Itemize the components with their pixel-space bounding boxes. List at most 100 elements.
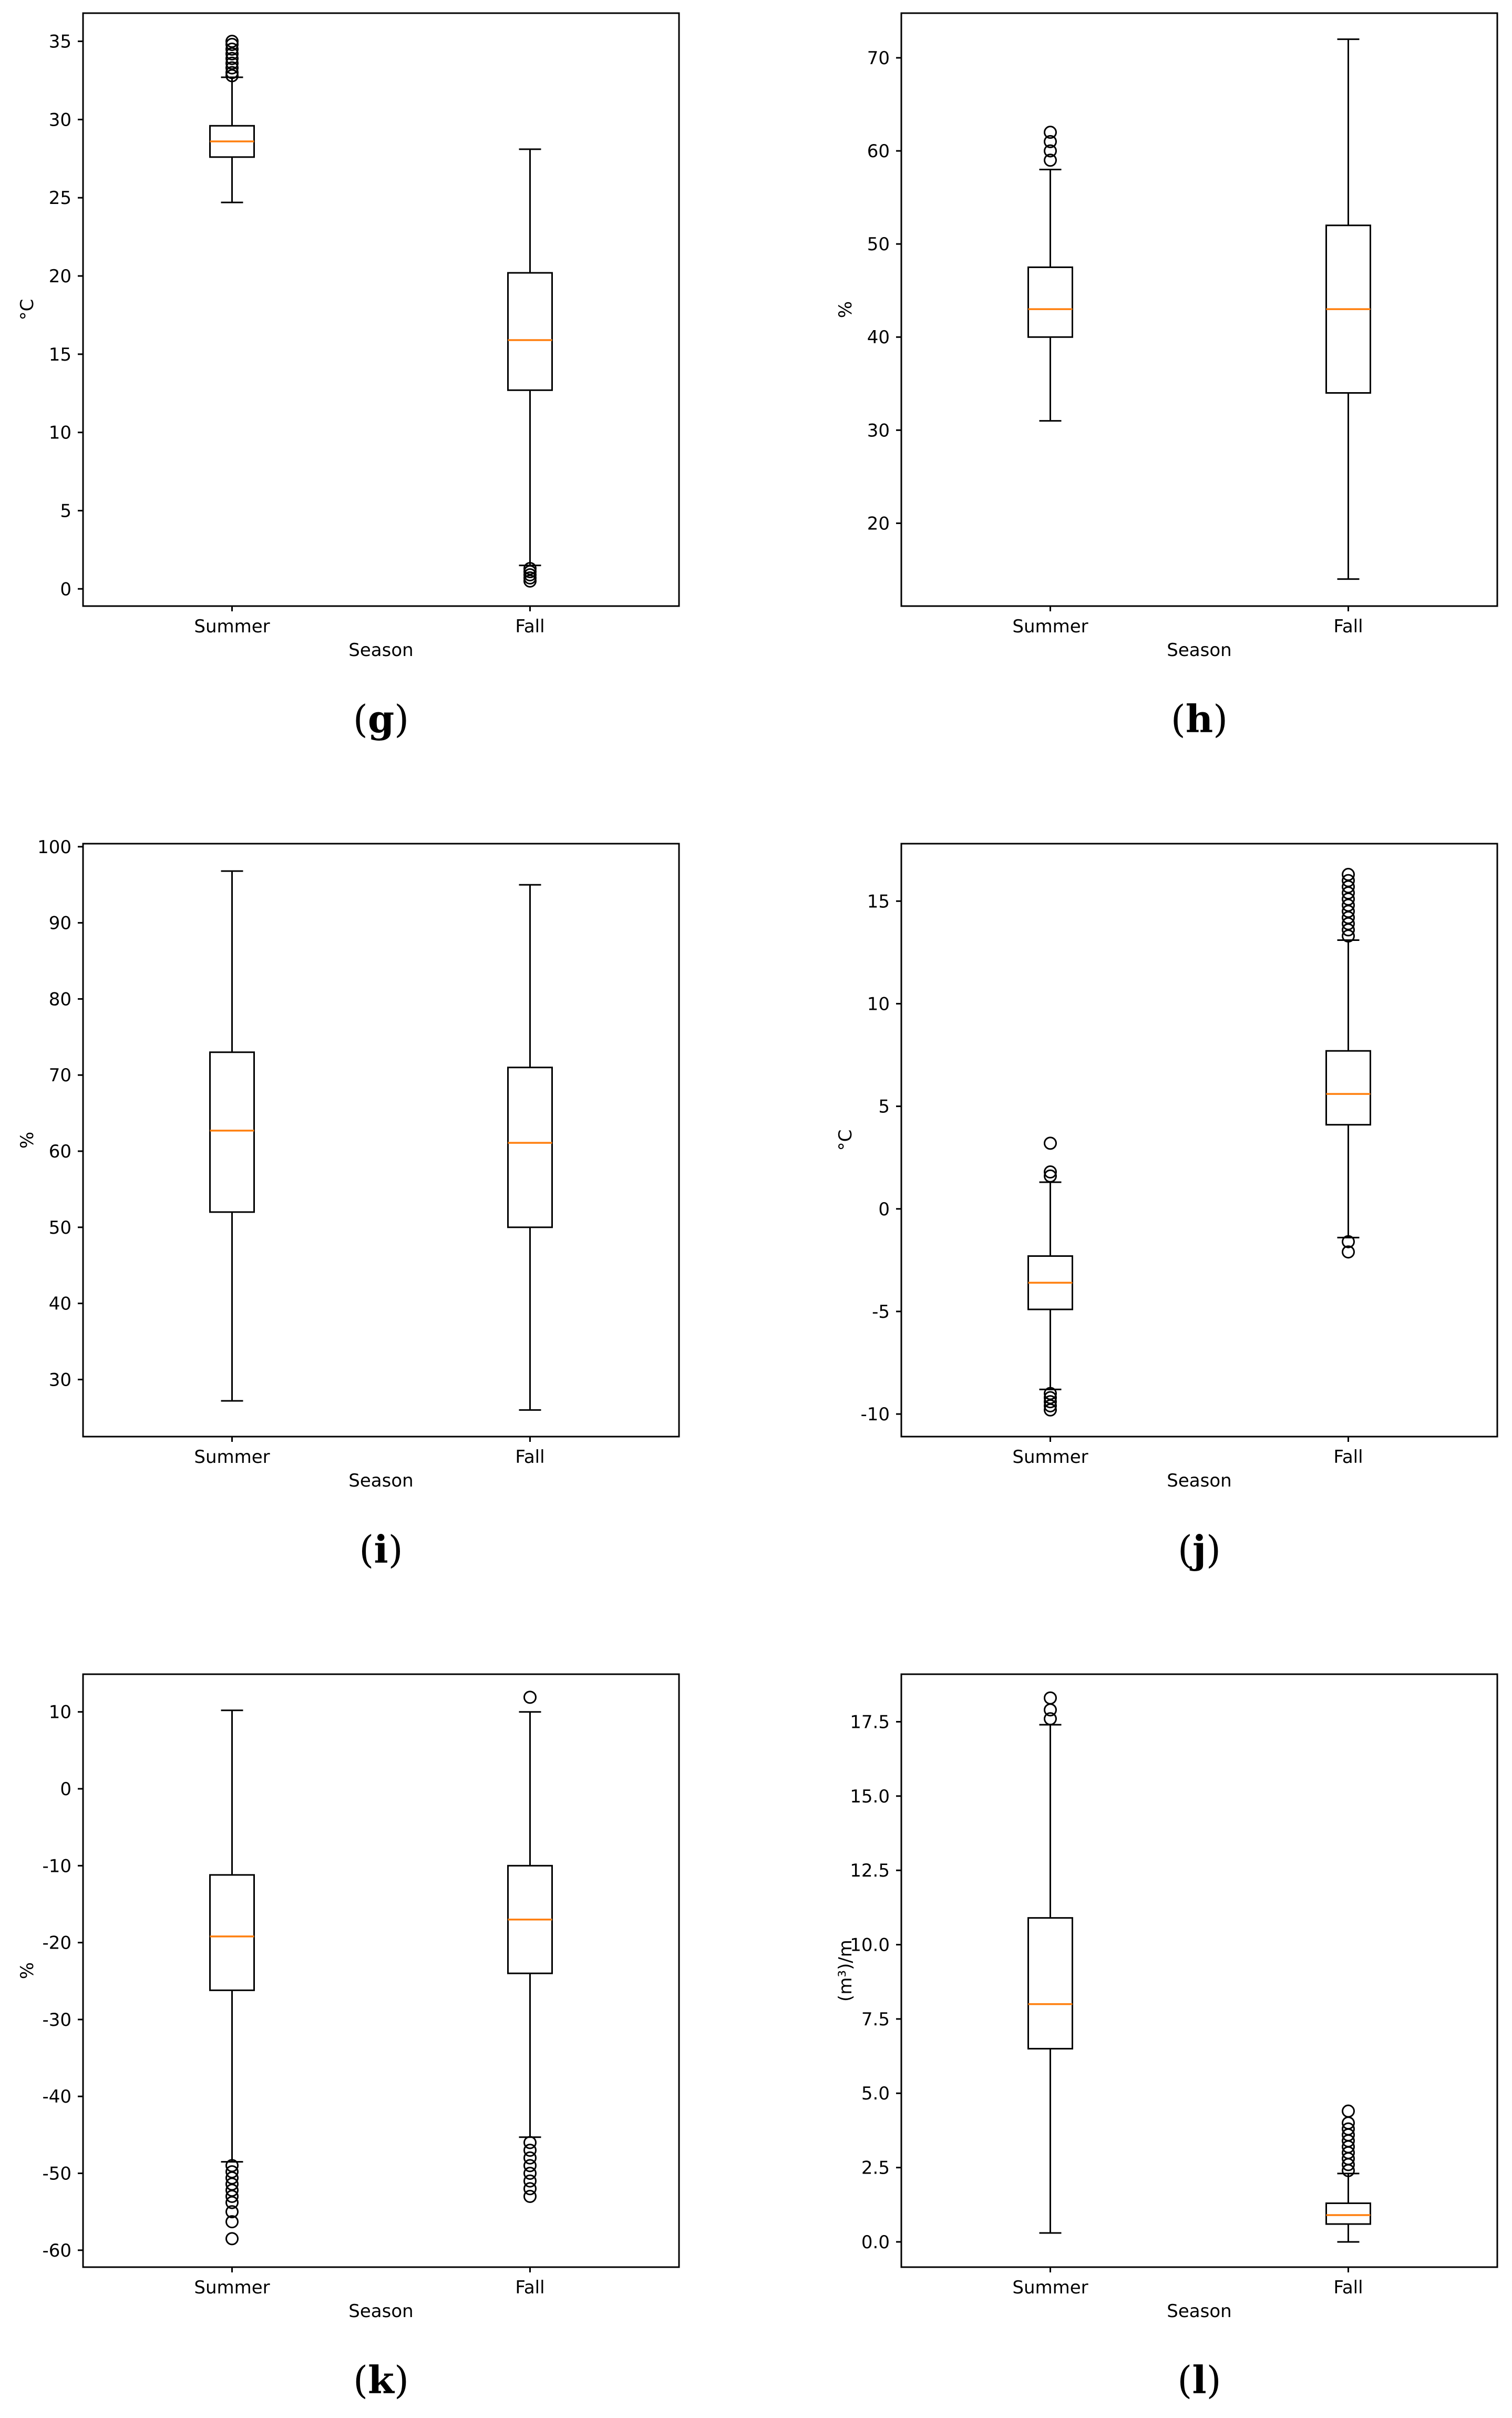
chart-panel-j: -10 -5 0 5 10 15 Summer Fall Season °C (j) <box>835 843 1498 1572</box>
y-axis-label: % <box>17 1132 38 1149</box>
y-axis-label: °C <box>17 299 38 321</box>
iqr-box <box>209 1874 255 1991</box>
outlier-point <box>225 47 239 60</box>
outlier-point <box>523 2159 537 2173</box>
plot-frame <box>900 843 1498 1438</box>
y-tick-label: 0 <box>60 1779 71 1800</box>
outlier-point <box>1044 1136 1057 1150</box>
iqr-box <box>1027 1917 1073 2050</box>
y-tick-label: 25 <box>49 188 71 209</box>
outlier-point <box>523 565 537 579</box>
iqr-box <box>1027 266 1073 338</box>
box-fall <box>507 1690 553 2203</box>
outlier-point <box>225 35 239 48</box>
outlier-point <box>523 2144 537 2157</box>
y-tick-label: 5 <box>60 500 71 521</box>
x-tick-label: Summer <box>194 1447 270 1468</box>
y-tick-label: 0 <box>878 1199 890 1220</box>
y-tick-label: 50 <box>867 234 890 255</box>
y-axis-label: % <box>17 1962 38 1979</box>
y-tick-label: 17.5 <box>850 1712 890 1733</box>
outlier-point <box>1342 874 1355 887</box>
plot-frame <box>82 843 680 1438</box>
x-axis-label: Season <box>348 640 413 661</box>
outlier-point <box>1044 126 1057 139</box>
y-axis-label: (m³)/m <box>835 1940 856 2002</box>
outlier-point <box>225 2196 239 2209</box>
outlier-point <box>1342 2104 1355 2118</box>
outlier-point <box>225 61 239 75</box>
outlier-point <box>225 56 239 70</box>
y-tick-label: 70 <box>867 48 890 69</box>
outlier-point <box>225 2232 239 2246</box>
plot-frame <box>82 12 680 607</box>
y-tick-label: 30 <box>49 109 71 130</box>
y-tick-label: 35 <box>49 32 71 53</box>
outlier-point <box>1044 1691 1057 1705</box>
y-tick-label: 80 <box>49 989 71 1010</box>
y-tick-label: -10 <box>860 1404 890 1425</box>
y-tick-label: 100 <box>37 837 71 858</box>
outlier-point <box>225 2215 239 2229</box>
box-fall <box>1325 2104 1371 2243</box>
y-tick-label: 12.5 <box>850 1860 890 1881</box>
outlier-point <box>225 69 239 83</box>
outlier-point <box>225 2205 239 2219</box>
y-tick-label: -20 <box>42 1933 71 1954</box>
iqr-box <box>1325 2202 1371 2225</box>
outlier-point <box>1044 153 1057 167</box>
outlier-point <box>523 2151 537 2165</box>
x-tick-label: Fall <box>1333 1447 1363 1468</box>
y-tick-label: -30 <box>42 2010 71 2031</box>
y-tick-label: 50 <box>49 1217 71 1238</box>
outlier-point <box>1044 135 1057 148</box>
y-tick-label: -5 <box>872 1302 890 1323</box>
outlier-point <box>523 2182 537 2196</box>
chart-panel-g: 0 5 10 15 20 25 30 35 Summer Fall Season °C (g) <box>17 12 680 741</box>
box-summer <box>209 35 255 203</box>
y-tick-label: 30 <box>867 420 890 441</box>
x-tick-label: Summer <box>1012 1447 1088 1468</box>
outlier-point <box>1342 2122 1355 2136</box>
iqr-box <box>507 1067 553 1228</box>
outlier-point <box>523 568 537 581</box>
x-tick-label: Summer <box>194 2277 270 2298</box>
y-tick-label: 20 <box>867 513 890 534</box>
y-tick-label: 15 <box>49 344 71 365</box>
x-axis-label: Season <box>1167 2301 1231 2322</box>
panel-caption: (l) <box>1177 2358 1221 2402</box>
iqr-box <box>1325 1050 1371 1126</box>
outlier-point <box>1044 1395 1057 1409</box>
chart-panel-i: 30 40 50 60 70 80 90 100 Summer Fall Season% (i) <box>17 837 680 1572</box>
x-tick-label: Summer <box>1012 2277 1088 2298</box>
x-tick-label: Summer <box>1012 616 1088 637</box>
y-tick-label: 40 <box>867 327 890 348</box>
x-tick-label: Fall <box>515 616 544 637</box>
box-summer <box>1027 1691 1073 2234</box>
x-axis-label: Season <box>348 1470 413 1491</box>
chart-panel-l: 0.0 2.5 5.0 7.5 10.0 12.5 15.0 17.5 Summer Fall Se… <box>835 1673 1498 2402</box>
y-tick-label: 2.5 <box>861 2158 890 2179</box>
outlier-point <box>225 42 239 56</box>
x-tick-label: Fall <box>515 2277 544 2298</box>
x-axis-label: Season <box>1167 640 1231 661</box>
box-fall <box>507 884 553 1411</box>
y-tick-label: -50 <box>42 2164 71 2185</box>
y-axis-label: °C <box>835 1130 856 1151</box>
x-tick-label: Fall <box>1333 2277 1363 2298</box>
outlier-point <box>1044 1169 1057 1183</box>
box-summer <box>1027 1136 1073 1417</box>
box-fall <box>1325 38 1371 580</box>
y-tick-label: 0 <box>60 579 71 600</box>
x-tick-label: Fall <box>515 1447 544 1468</box>
panel-caption: (g) <box>353 696 409 741</box>
y-tick-label: 70 <box>49 1065 71 1086</box>
outlier-point <box>1342 1245 1355 1259</box>
iqr-box <box>209 1051 255 1213</box>
outlier-point <box>1342 1235 1355 1248</box>
outlier-point <box>523 562 537 576</box>
y-tick-label: 20 <box>49 266 71 287</box>
outlier-point <box>1342 868 1355 882</box>
y-tick-label: 15.0 <box>850 1786 890 1807</box>
